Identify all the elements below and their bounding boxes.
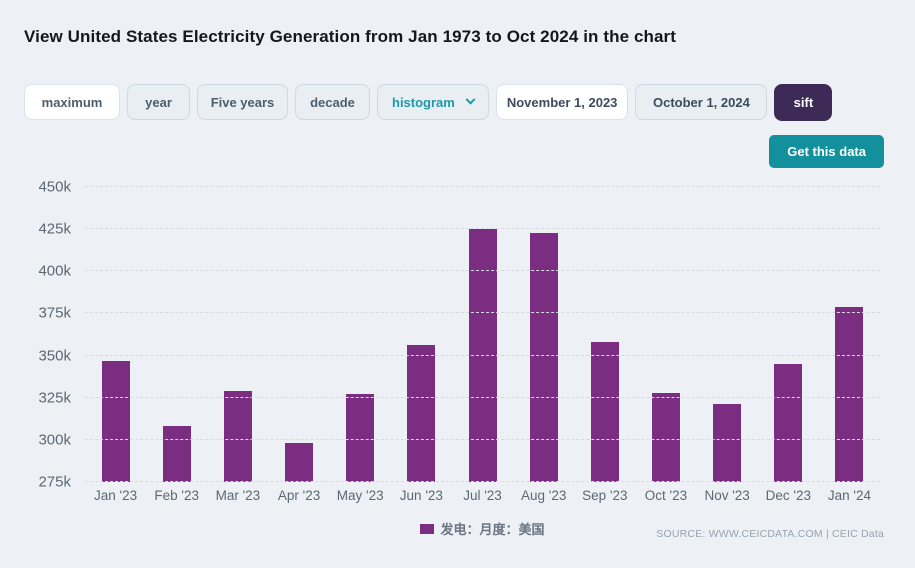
bar-nov23 — [713, 404, 742, 482]
bar-apr23 — [285, 443, 314, 482]
y-axis-label: 450k — [38, 178, 71, 196]
y-axis-label: 325k — [38, 389, 71, 407]
bar-slot — [819, 187, 880, 482]
bar-slot — [574, 187, 635, 482]
page-title: View United States Electricity Generatio… — [24, 27, 677, 46]
gridline — [85, 270, 880, 272]
bar-feb23 — [162, 426, 191, 482]
chart-type-select[interactable]: histogram — [377, 84, 489, 120]
gridline — [85, 312, 880, 314]
range-button-year[interactable]: year — [127, 84, 190, 120]
y-axis-label: 375k — [38, 304, 71, 322]
x-axis-label: Oct '23 — [644, 488, 688, 503]
range-button-decade[interactable]: decade — [295, 84, 370, 120]
source-text: SOURCE: WWW.CEICDATA.COM | CEIC Data — [656, 528, 884, 540]
y-axis-label: 350k — [38, 347, 71, 365]
bar-jul23 — [468, 229, 497, 482]
bar-slot — [697, 187, 758, 482]
bar-slot — [635, 187, 696, 482]
x-axis-label: Feb '23 — [154, 488, 200, 503]
gridline — [85, 186, 880, 187]
bar-aug23 — [529, 232, 558, 482]
x-axis-label: Jul '23 — [463, 488, 502, 503]
bar-slot — [758, 187, 819, 482]
x-axis-label: Jan '24 — [827, 488, 872, 503]
x-axis-label: Sep '23 — [582, 488, 628, 503]
range-button-five-years[interactable]: Five years — [197, 84, 288, 120]
x-axis-label: Mar '23 — [215, 488, 261, 503]
x-axis-label: Nov '23 — [704, 488, 750, 503]
gridline — [85, 481, 880, 482]
bar-mar23 — [223, 390, 252, 482]
x-axis-label: Jan '23 — [94, 488, 138, 503]
chart-legend: 发电：月度：美国 — [85, 519, 880, 538]
bar-slot — [146, 187, 207, 482]
x-axis-label: Aug '23 — [520, 488, 567, 503]
bar-jan24 — [835, 306, 864, 482]
bar-dec23 — [774, 364, 803, 482]
bar-slot — [268, 187, 329, 482]
bar-slot — [85, 187, 146, 482]
bar-may23 — [346, 394, 375, 482]
chart-type-value: histogram — [392, 94, 455, 110]
y-axis-label: 425k — [38, 220, 71, 238]
start-date-input[interactable]: November 1, 2023 — [495, 84, 629, 120]
y-axis-label: 300k — [38, 431, 71, 449]
bar-sep23 — [590, 342, 619, 482]
get-this-data-button[interactable]: Get this data — [769, 135, 884, 168]
x-axis-label: May '23 — [336, 488, 384, 503]
bar-chart: 450k 425k 400k 375k 350k 325k 300k 275k Jan '23… — [0, 179, 915, 503]
y-axis-label: 275k — [38, 473, 71, 491]
gridline — [85, 228, 880, 230]
chart-footer: 发电：月度：美国 SOURCE: WWW.CEICDATA.COM | CEIC… — [0, 519, 915, 540]
chevron-down-icon — [465, 94, 476, 105]
bar-jun23 — [407, 345, 436, 482]
gridline — [85, 354, 880, 356]
plot-area: 450k 425k 400k 375k 350k 325k 300k 275k — [38, 179, 880, 491]
y-axis-label: 400k — [38, 262, 71, 280]
bar-slot — [330, 187, 391, 482]
bar-slot — [513, 187, 574, 482]
end-date-input[interactable]: October 1, 2024 — [635, 84, 768, 120]
sift-button[interactable]: sift — [774, 84, 833, 121]
get-data-row: Get this data — [0, 135, 884, 168]
range-button-maximum[interactable]: maximum — [24, 84, 120, 120]
x-axis-label: Jun '23 — [399, 488, 443, 503]
bars-container — [85, 187, 880, 482]
bar-slot — [452, 187, 513, 482]
bar-slot — [391, 187, 452, 482]
gridline — [85, 438, 880, 440]
x-axis: Jan '23 Feb '23 Mar '23 Apr '23 May '23 Jun '… — [85, 488, 880, 503]
bar-jan23 — [101, 360, 130, 482]
legend-swatch — [420, 523, 435, 534]
controls-toolbar: maximum year Five years decade histogram No… — [24, 84, 891, 121]
bar-oct23 — [651, 392, 680, 482]
gridline — [85, 396, 880, 398]
x-axis-label: Dec '23 — [765, 488, 811, 503]
legend-label: 发电：月度：美国 — [440, 522, 545, 537]
x-axis-label: Apr '23 — [277, 488, 321, 503]
bar-slot — [207, 187, 268, 482]
